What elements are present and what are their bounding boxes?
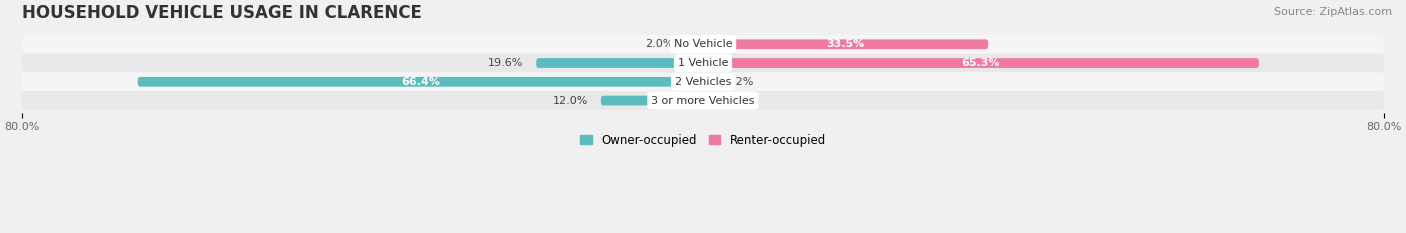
FancyBboxPatch shape xyxy=(703,39,988,49)
Text: 2 Vehicles: 2 Vehicles xyxy=(675,77,731,87)
Text: 66.4%: 66.4% xyxy=(401,77,440,87)
FancyBboxPatch shape xyxy=(686,39,703,49)
FancyBboxPatch shape xyxy=(600,96,703,106)
Legend: Owner-occupied, Renter-occupied: Owner-occupied, Renter-occupied xyxy=(575,129,831,151)
Text: 33.5%: 33.5% xyxy=(827,39,865,49)
Text: 1.2%: 1.2% xyxy=(725,77,755,87)
Text: HOUSEHOLD VEHICLE USAGE IN CLARENCE: HOUSEHOLD VEHICLE USAGE IN CLARENCE xyxy=(22,4,422,22)
FancyBboxPatch shape xyxy=(22,91,1384,110)
FancyBboxPatch shape xyxy=(138,77,703,87)
Text: 0.0%: 0.0% xyxy=(716,96,744,106)
Text: 1 Vehicle: 1 Vehicle xyxy=(678,58,728,68)
Text: 2.0%: 2.0% xyxy=(645,39,673,49)
Text: 19.6%: 19.6% xyxy=(488,58,523,68)
Text: Source: ZipAtlas.com: Source: ZipAtlas.com xyxy=(1274,7,1392,17)
FancyBboxPatch shape xyxy=(536,58,703,68)
Text: 12.0%: 12.0% xyxy=(553,96,588,106)
FancyBboxPatch shape xyxy=(703,77,713,87)
FancyBboxPatch shape xyxy=(22,35,1384,54)
Text: 65.3%: 65.3% xyxy=(962,58,1000,68)
FancyBboxPatch shape xyxy=(22,72,1384,91)
FancyBboxPatch shape xyxy=(703,58,1258,68)
Text: 3 or more Vehicles: 3 or more Vehicles xyxy=(651,96,755,106)
FancyBboxPatch shape xyxy=(22,54,1384,72)
Text: No Vehicle: No Vehicle xyxy=(673,39,733,49)
